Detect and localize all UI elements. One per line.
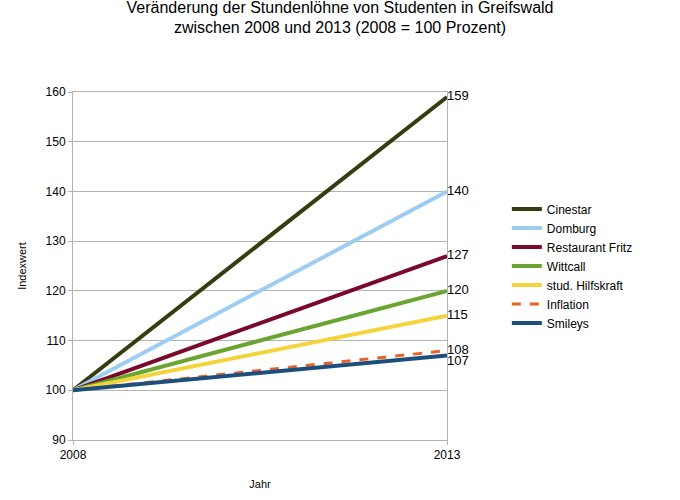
svg-text:120: 120 xyxy=(447,282,469,297)
svg-text:140: 140 xyxy=(46,185,66,199)
svg-text:stud. Hilfskraft: stud. Hilfskraft xyxy=(547,279,624,293)
svg-text:108: 108 xyxy=(447,342,469,357)
svg-text:Veränderung der Stundenlöhne v: Veränderung der Stundenlöhne von Student… xyxy=(127,0,554,36)
svg-text:140: 140 xyxy=(447,183,469,198)
svg-text:130: 130 xyxy=(46,234,66,248)
svg-text:Domburg: Domburg xyxy=(547,222,596,236)
svg-text:100: 100 xyxy=(46,383,66,397)
svg-text:150: 150 xyxy=(46,135,66,149)
svg-text:2013: 2013 xyxy=(434,448,461,462)
svg-text:2008: 2008 xyxy=(60,448,87,462)
svg-text:Jahr: Jahr xyxy=(249,478,271,490)
svg-text:Inflation: Inflation xyxy=(547,298,589,312)
svg-text:Cinestar: Cinestar xyxy=(547,203,592,217)
svg-text:110: 110 xyxy=(46,334,65,348)
svg-text:159: 159 xyxy=(447,88,469,103)
svg-text:Wittcall: Wittcall xyxy=(547,260,586,274)
svg-text:115: 115 xyxy=(447,307,468,322)
svg-text:Restaurant Fritz: Restaurant Fritz xyxy=(547,241,632,255)
svg-text:120: 120 xyxy=(46,284,66,298)
svg-text:90: 90 xyxy=(52,433,66,447)
svg-text:Indexwert: Indexwert xyxy=(16,242,28,290)
svg-text:127: 127 xyxy=(447,247,469,262)
svg-text:Smileys: Smileys xyxy=(547,317,589,331)
svg-text:160: 160 xyxy=(46,85,66,99)
svg-text:107: 107 xyxy=(447,353,469,368)
